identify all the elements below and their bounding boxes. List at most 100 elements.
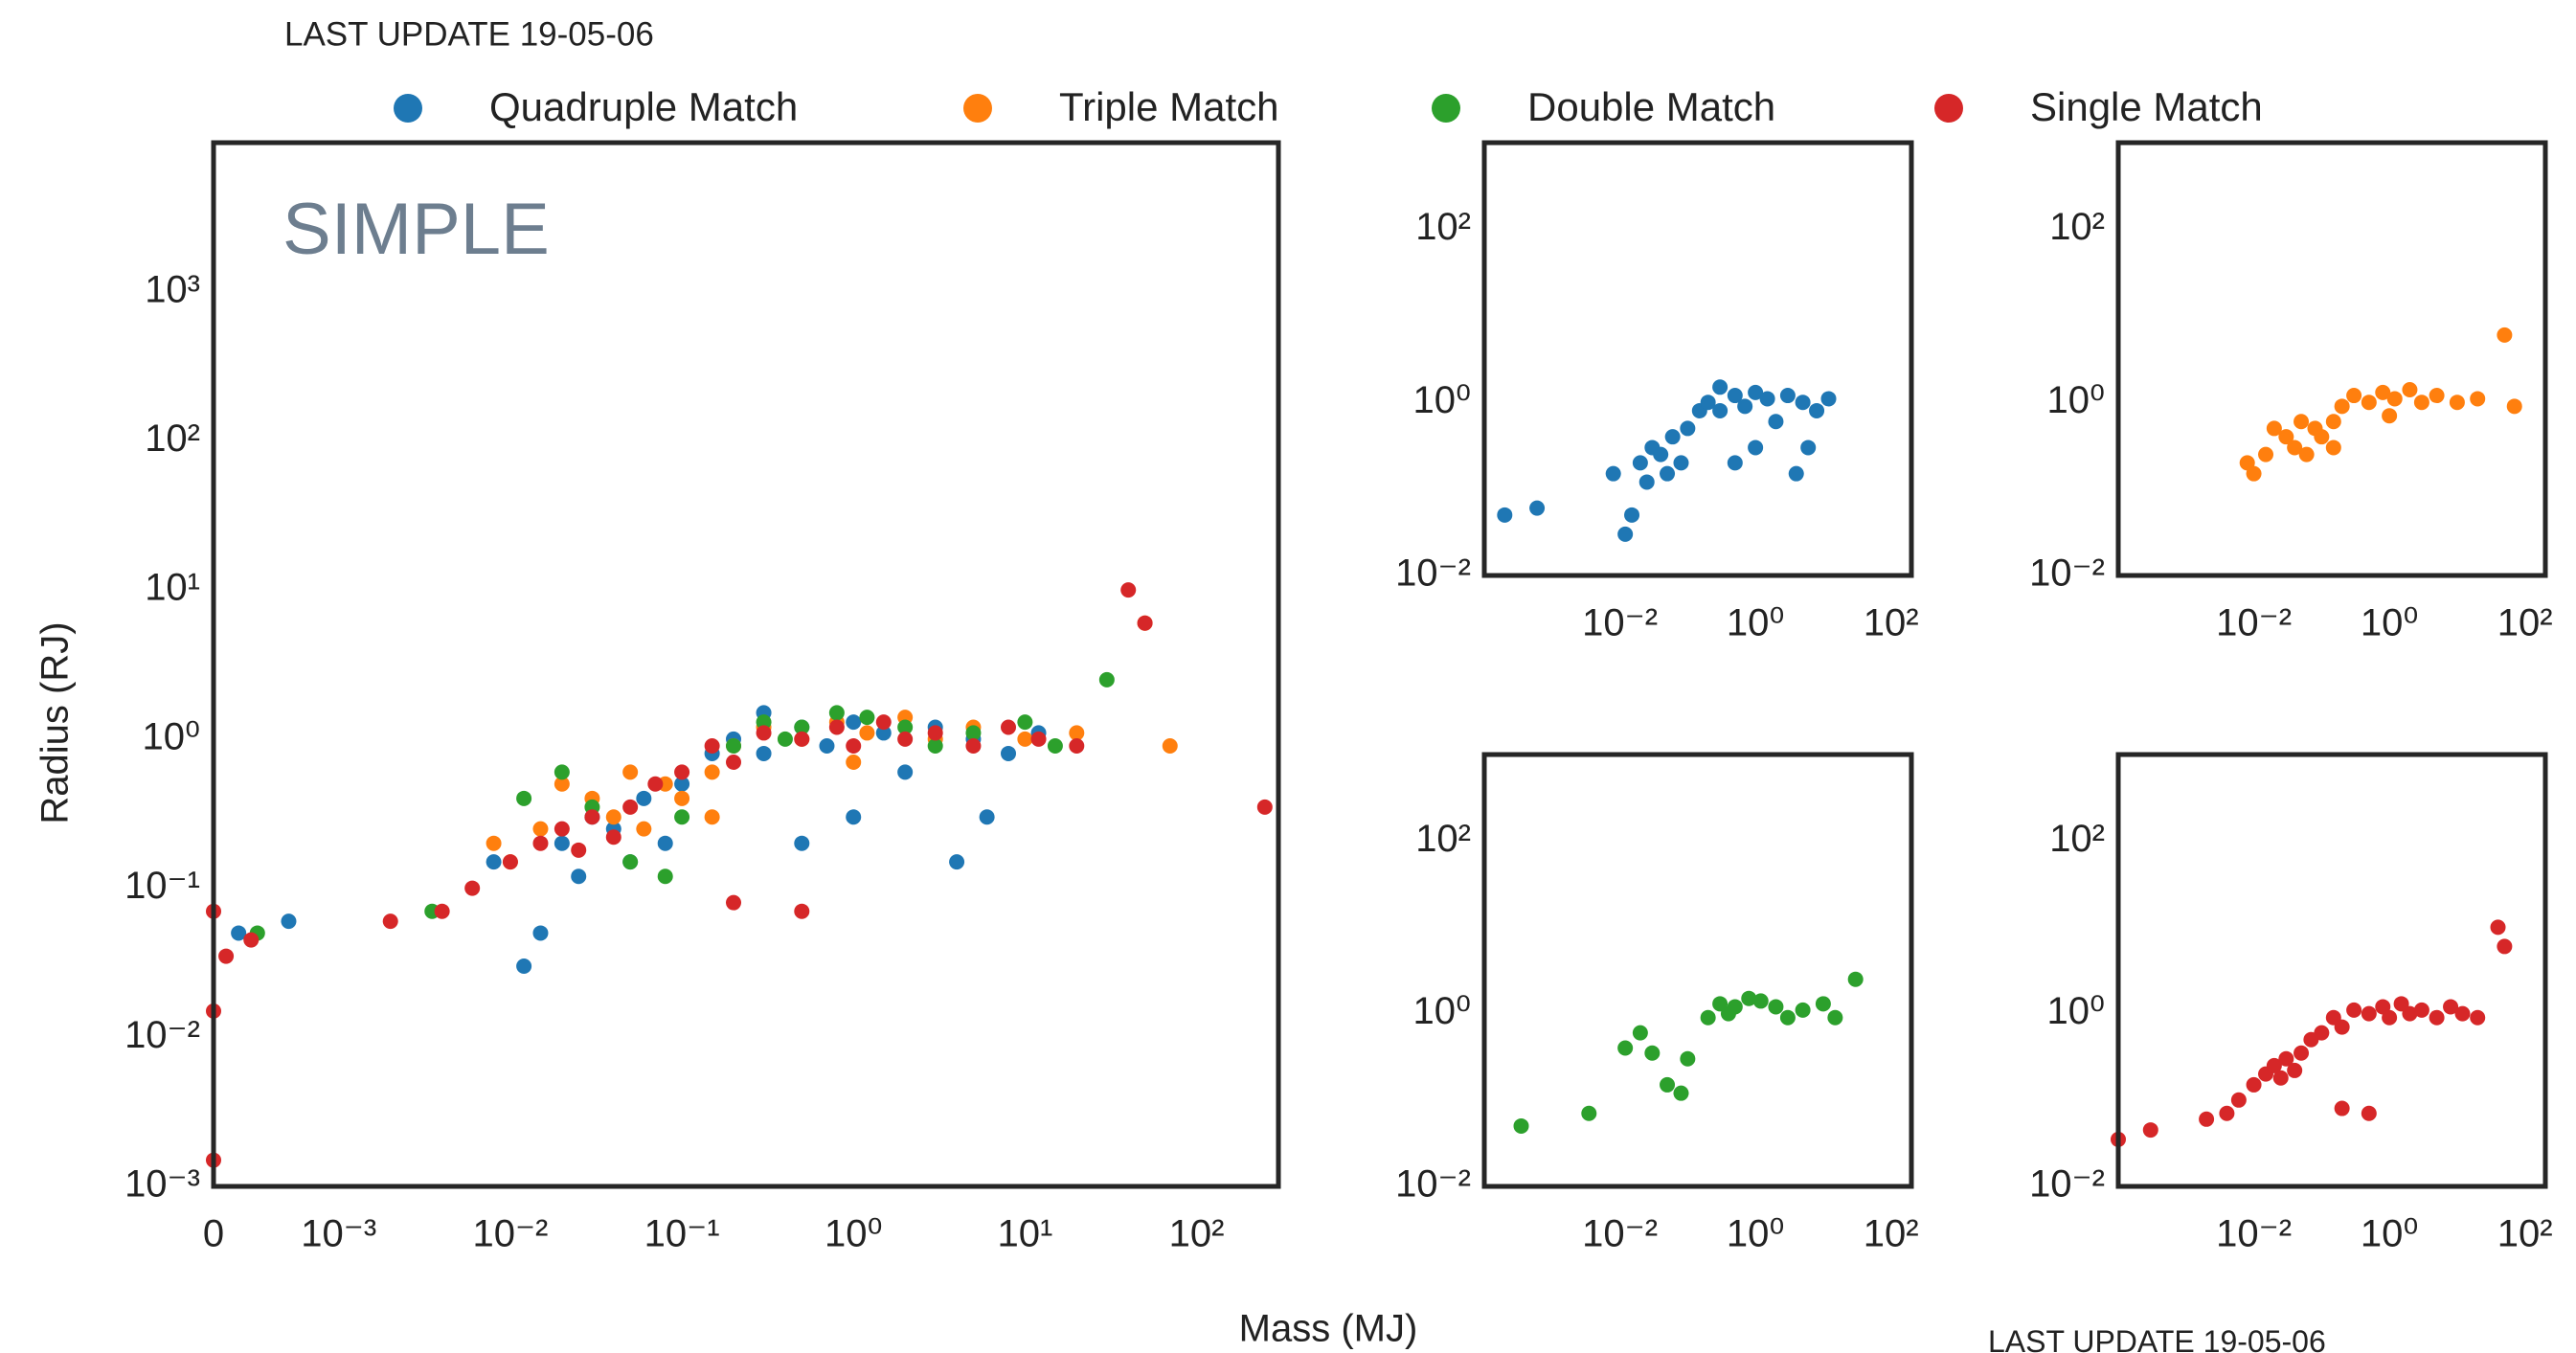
data-point bbox=[2386, 391, 2403, 407]
data-point bbox=[605, 809, 621, 825]
data-point bbox=[2506, 398, 2522, 415]
x-tick-label: 10⁻² bbox=[472, 1213, 548, 1255]
data-point bbox=[532, 925, 549, 941]
data-point bbox=[2382, 408, 2398, 424]
y-tick-label: 10⁰ bbox=[1412, 379, 1471, 421]
data-point bbox=[2443, 999, 2459, 1015]
data-point bbox=[2294, 1045, 2310, 1061]
y-tick-label: 10⁻² bbox=[2029, 1163, 2105, 1206]
data-point bbox=[1759, 391, 1775, 407]
legend-marker bbox=[1432, 94, 1460, 123]
data-point bbox=[2334, 398, 2350, 415]
data-point bbox=[2219, 1105, 2235, 1121]
data-point bbox=[2490, 919, 2506, 936]
data-point bbox=[726, 894, 742, 911]
data-point bbox=[846, 737, 862, 754]
data-point bbox=[2375, 384, 2391, 400]
data-point bbox=[1120, 582, 1137, 598]
plot-frame bbox=[1481, 752, 1914, 1189]
data-point bbox=[605, 829, 621, 846]
data-point bbox=[1727, 388, 1743, 404]
data-point bbox=[554, 835, 570, 851]
x-tick-label: 10⁻³ bbox=[301, 1213, 376, 1255]
data-point bbox=[674, 764, 690, 780]
y-tick-label: 10² bbox=[145, 417, 200, 460]
data-point bbox=[571, 842, 587, 858]
y-axis-label: Radius (RJ) bbox=[34, 621, 77, 823]
data-point bbox=[1741, 990, 1757, 1006]
legend-label: Quadruple Match bbox=[489, 84, 798, 129]
data-point bbox=[1162, 737, 1178, 754]
data-point bbox=[726, 737, 742, 754]
data-point bbox=[1720, 1005, 1736, 1022]
data-point bbox=[1644, 1045, 1661, 1061]
data-point bbox=[622, 799, 639, 815]
legend-marker bbox=[394, 94, 422, 123]
data-point bbox=[1069, 725, 1085, 741]
x-tick-label: 10⁻² bbox=[2216, 602, 2292, 644]
data-point bbox=[704, 764, 720, 780]
data-point bbox=[1017, 714, 1033, 731]
plot-frame bbox=[211, 140, 1281, 1189]
data-point bbox=[2246, 465, 2262, 482]
data-point bbox=[1017, 731, 1033, 747]
y-tick-label: 10⁰ bbox=[2046, 379, 2105, 421]
data-point bbox=[1795, 1002, 1811, 1018]
legend-label: Single Match bbox=[2030, 84, 2263, 129]
data-point bbox=[1788, 465, 1804, 482]
data-point bbox=[756, 725, 772, 741]
data-point bbox=[2325, 440, 2341, 456]
data-point bbox=[243, 932, 260, 948]
data-point bbox=[2314, 429, 2330, 445]
data-point bbox=[1664, 429, 1681, 445]
x-tick-label: 10⁻¹ bbox=[644, 1213, 720, 1255]
data-point bbox=[897, 764, 914, 780]
data-point bbox=[2429, 388, 2445, 404]
data-point bbox=[657, 868, 673, 885]
data-point bbox=[1632, 455, 1648, 471]
data-point bbox=[1737, 398, 1753, 415]
data-point bbox=[704, 809, 720, 825]
x-tick-label: 10⁻² bbox=[1582, 602, 1658, 644]
data-point bbox=[1653, 446, 1669, 462]
data-point bbox=[2199, 1111, 2215, 1127]
data-point bbox=[516, 958, 532, 974]
data-point bbox=[1748, 384, 1764, 400]
data-point bbox=[875, 714, 892, 731]
data-point bbox=[1768, 999, 1784, 1015]
data-point bbox=[1660, 465, 1676, 482]
data-point bbox=[1605, 465, 1621, 482]
data-point bbox=[2294, 414, 2310, 430]
data-point bbox=[756, 745, 772, 761]
data-point bbox=[965, 725, 982, 741]
data-point bbox=[1069, 737, 1085, 754]
data-point bbox=[2230, 1092, 2247, 1108]
data-point bbox=[2142, 1122, 2158, 1139]
data-point bbox=[2278, 429, 2294, 445]
y-tick-label: 10³ bbox=[145, 268, 200, 310]
data-point bbox=[846, 714, 862, 731]
data-point bbox=[2402, 1005, 2418, 1022]
data-point bbox=[2497, 938, 2513, 955]
data-point bbox=[828, 719, 845, 735]
data-point bbox=[965, 737, 982, 754]
data-point bbox=[1700, 395, 1716, 411]
legend-marker bbox=[963, 94, 992, 123]
x-tick-label: 10⁰ bbox=[825, 1213, 883, 1255]
data-point bbox=[2346, 388, 2362, 404]
data-point bbox=[2361, 1005, 2377, 1022]
data-point bbox=[2470, 391, 2486, 407]
data-point bbox=[794, 731, 810, 747]
data-point bbox=[726, 754, 742, 770]
data-point bbox=[647, 776, 664, 792]
data-point bbox=[1497, 507, 1513, 523]
data-point bbox=[2287, 440, 2303, 456]
data-point bbox=[657, 835, 673, 851]
data-point bbox=[859, 710, 875, 726]
legend-label: Triple Match bbox=[1059, 84, 1279, 129]
data-point bbox=[756, 714, 772, 731]
x-tick-label: 0 bbox=[203, 1213, 224, 1255]
plot-frame bbox=[2115, 752, 2548, 1189]
data-point bbox=[828, 705, 845, 721]
data-point bbox=[1800, 440, 1817, 456]
